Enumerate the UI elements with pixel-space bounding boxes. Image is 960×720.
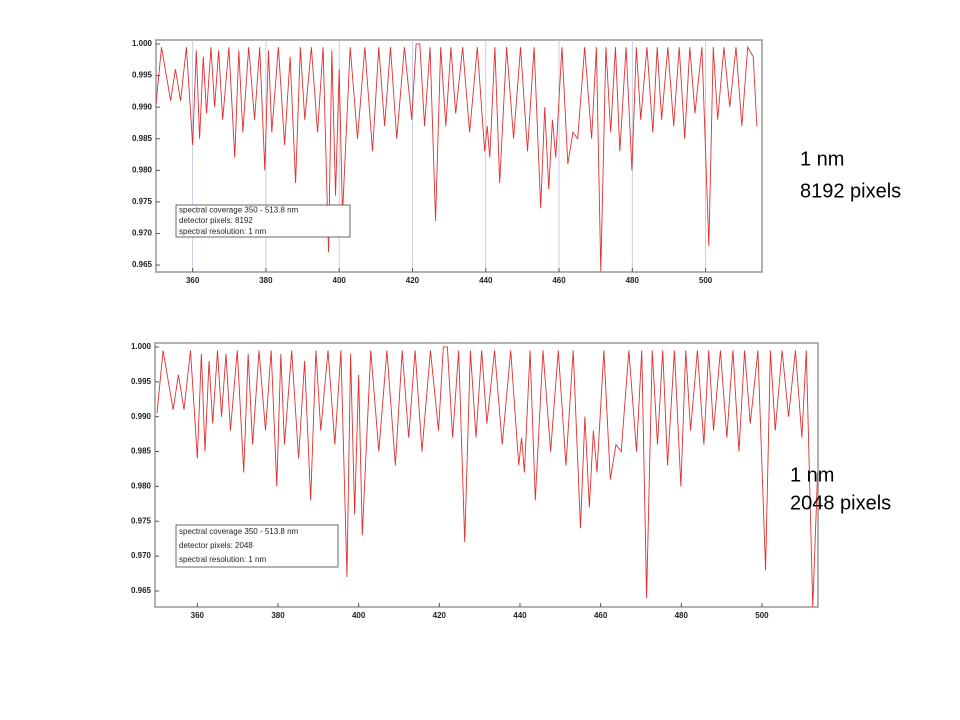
y-tick-label: 0.990	[132, 102, 153, 111]
spectrum-line	[155, 43, 758, 272]
chart: 360 380 400 420 440 460 480 500 1.000 0.995 0.990 0…	[132, 39, 901, 285]
x-tick-label: 480	[675, 611, 689, 620]
y-tick-label: 0.970	[132, 229, 153, 238]
x-tick-label: 360	[191, 611, 205, 620]
info-box	[175, 524, 339, 568]
x-tick-label: 460	[594, 611, 608, 620]
x-tick-label: 440	[513, 611, 527, 620]
y-tick-label: 1.000	[132, 39, 153, 48]
annotation: 8192 pixels	[800, 180, 901, 202]
y-tick-label: 0.965	[131, 586, 152, 595]
y-tick-label: 0.995	[132, 71, 153, 80]
x-tick-label: 480	[626, 276, 640, 285]
x-tick-label: 460	[552, 276, 566, 285]
y-tick-label: 0.975	[131, 516, 152, 525]
x-tick-label: 500	[699, 276, 713, 285]
y-tick-label: 0.980	[132, 165, 153, 174]
x-tick-label: 500	[755, 611, 769, 620]
y-tick-label: 0.985	[131, 447, 152, 456]
y-tick-label: 0.975	[132, 197, 153, 206]
y-tick-label: 0.995	[131, 377, 152, 386]
chart: 360 380 400 420 440 460 480 500 1.000 0.995 0.990 0…	[131, 342, 891, 620]
x-tick-label: 360	[186, 276, 200, 285]
info-text: spectral coverage 350 - 513.8 nm	[179, 527, 299, 536]
y-tick-label: 1.000	[131, 342, 152, 351]
annotation: 1 nm	[800, 148, 844, 170]
plot-frame	[154, 342, 819, 608]
y-tick-label: 0.990	[131, 412, 152, 421]
annotation: 1 nm	[790, 464, 834, 486]
x-tick-label: 400	[333, 276, 347, 285]
spectrum-line	[156, 346, 819, 608]
x-tick-label: 420	[406, 276, 420, 285]
y-tick-label: 0.965	[132, 260, 153, 269]
x-tick-label: 380	[271, 611, 285, 620]
y-tick-label: 0.985	[132, 134, 153, 143]
y-tick-label: 0.970	[131, 551, 152, 560]
info-box	[175, 204, 351, 238]
x-tick-label: 440	[479, 276, 493, 285]
x-tick-label: 420	[433, 611, 447, 620]
info-text: detector pixels: 8192	[179, 216, 253, 225]
y-tick-label: 0.980	[131, 482, 152, 491]
x-tick-label: 400	[352, 611, 366, 620]
info-text: detector pixels: 2048	[179, 541, 253, 550]
annotation: 2048 pixels	[790, 492, 891, 514]
info-text: spectral coverage 350 - 513.8 nm	[179, 205, 299, 214]
info-text: spectral resolution: 1 nm	[179, 227, 266, 236]
info-text: spectral resolution: 1 nm	[179, 555, 266, 564]
x-tick-label: 380	[259, 276, 273, 285]
